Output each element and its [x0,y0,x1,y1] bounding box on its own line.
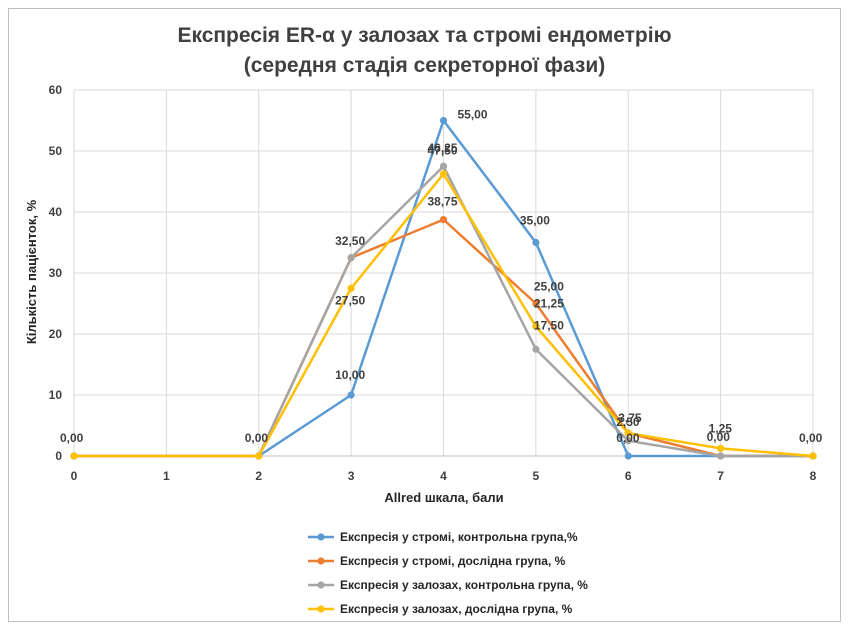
x-tick-label: 3 [348,469,355,483]
x-tick-label: 7 [717,469,724,483]
legend-marker [317,533,324,540]
data-label: 25,00 [534,280,564,294]
legend-item: Експресія у залозах, дослідна група, % [308,602,573,616]
x-tick-label: 8 [810,469,817,483]
data-point [255,452,262,459]
data-point [348,391,355,398]
data-label: 17,50 [534,318,564,332]
data-point [717,452,724,459]
data-label: 35,00 [520,214,550,228]
legend-item: Експресія у залозах, контрольна група, % [308,578,588,592]
y-tick-label: 60 [49,83,63,97]
data-labels: 0,0010,0055,0035,000,0032,5038,7525,003,… [60,108,823,446]
legend: Експресія у стромі, контрольна група,% Ек… [308,530,588,616]
data-point [348,285,355,292]
data-point [532,239,539,246]
data-point [532,346,539,353]
legend-label: Експресія у стромі, дослідна група, % [340,554,566,568]
data-point [440,117,447,124]
legend-label: Експресія у залозах, контрольна група, % [340,578,588,592]
legend-item: Експресія у стромі, контрольна група,% [308,530,578,544]
data-label: 46,25 [428,141,458,155]
data-point [440,170,447,177]
data-label: 0,00 [60,431,84,445]
data-label: 21,25 [534,296,564,310]
y-tick-label: 40 [49,205,63,219]
data-point [70,452,77,459]
x-tick-label: 5 [533,469,540,483]
y-tick-label: 10 [49,388,63,402]
legend-marker [317,605,324,612]
data-point [440,163,447,170]
data-label: 27,50 [335,293,365,307]
legend-marker [317,581,324,588]
data-label: 38,75 [428,195,458,209]
legend-label: Експресія у залозах, дослідна група, % [340,602,573,616]
data-label: 0,00 [245,431,269,445]
y-tick-label: 30 [49,266,63,280]
y-tick-label: 20 [49,327,63,341]
x-tick-label: 6 [625,469,632,483]
legend-marker [317,557,324,564]
y-tick-label: 50 [49,144,63,158]
legend-item: Експресія у стромі, дослідна група, % [308,554,566,568]
data-point [348,254,355,261]
data-label: 1,25 [709,421,733,435]
data-point [809,452,816,459]
data-label: 0,00 [799,431,823,445]
data-label: 32,50 [335,234,365,248]
x-tick-label: 4 [440,469,447,483]
x-tick-label: 1 [163,469,170,483]
data-label: 10,00 [335,368,365,382]
data-label: 2,50 [616,415,640,429]
x-tick-label: 0 [71,469,78,483]
x-tick-label: 2 [255,469,262,483]
y-tick-label: 0 [55,449,62,463]
x-axis-title: Allred шкала, бали [384,490,503,505]
data-point [717,445,724,452]
data-label: 55,00 [458,108,488,122]
legend-label: Експресія у стромі, контрольна група,% [340,530,578,544]
data-point [625,452,632,459]
y-axis-title: Кількість пацієнток, % [24,199,39,344]
data-point [440,216,447,223]
data-label: 0,00 [616,431,640,445]
